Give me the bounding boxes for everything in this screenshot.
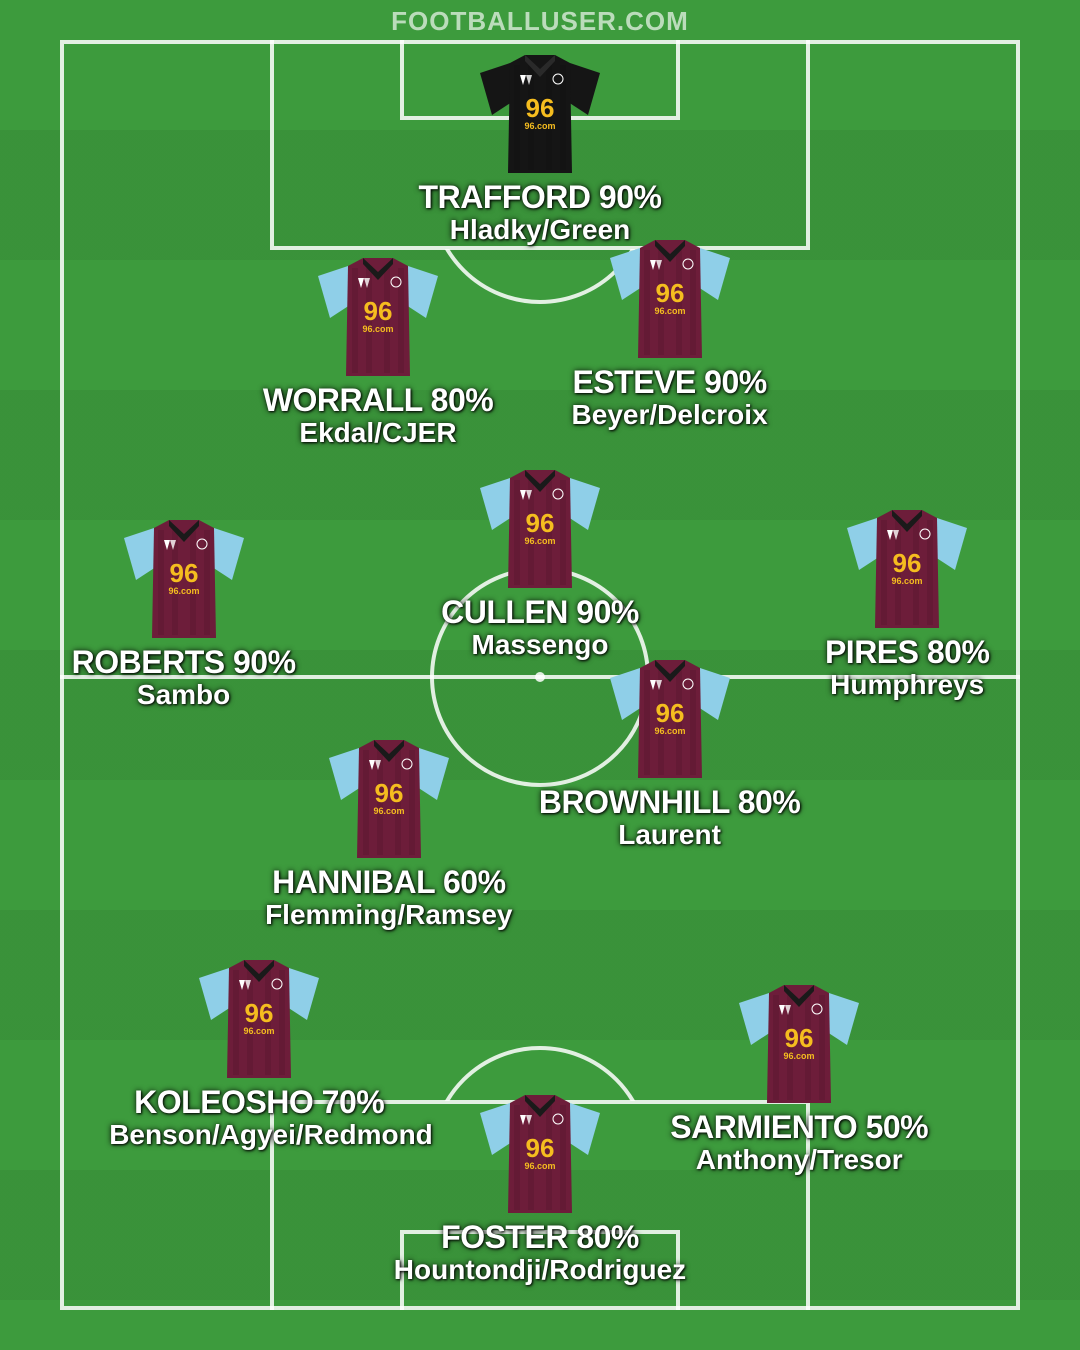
player-name: CULLEN 90% bbox=[390, 594, 690, 631]
svg-text:96.com: 96.com bbox=[168, 586, 199, 596]
svg-text:96: 96 bbox=[655, 698, 684, 728]
svg-text:96: 96 bbox=[526, 93, 555, 123]
player-alternates: Sambo bbox=[34, 679, 334, 711]
shirt-icon: 96 96.com bbox=[729, 985, 869, 1105]
player-lw: 96 96.com KOLEOSHO 70% Benson/Agyei/Redm… bbox=[109, 960, 409, 1151]
player-alternates: Beyer/Delcroix bbox=[520, 399, 820, 431]
shirt-icon: 96 96.com bbox=[600, 660, 740, 780]
svg-text:96: 96 bbox=[526, 1133, 555, 1163]
player-name: ROBERTS 90% bbox=[34, 644, 334, 681]
player-name: SARMIENTO 50% bbox=[649, 1109, 949, 1146]
svg-text:96.com: 96.com bbox=[654, 306, 685, 316]
svg-text:96: 96 bbox=[526, 508, 555, 538]
player-name: BROWNHILL 80% bbox=[520, 784, 820, 821]
shirt-icon: 96 96.com bbox=[470, 1095, 610, 1215]
svg-text:96: 96 bbox=[785, 1023, 814, 1053]
player-name: FOSTER 80% bbox=[390, 1219, 690, 1256]
player-alternates: Ekdal/CJER bbox=[228, 417, 528, 449]
player-cb2: 96 96.com ESTEVE 90% Beyer/Delcroix bbox=[520, 240, 820, 431]
shirt-icon: 96 96.com bbox=[308, 258, 448, 378]
svg-text:96.com: 96.com bbox=[524, 121, 555, 131]
player-alternates: Laurent bbox=[520, 819, 820, 851]
player-name: TRAFFORD 90% bbox=[390, 179, 690, 216]
player-alternates: Benson/Agyei/Redmond bbox=[109, 1119, 409, 1151]
svg-text:96.com: 96.com bbox=[362, 324, 393, 334]
shirt-icon: 96 96.com bbox=[600, 240, 740, 360]
svg-text:96: 96 bbox=[169, 558, 198, 588]
watermark: FOOTBALLUSER.COM bbox=[0, 6, 1080, 37]
player-cm2: 96 96.com BROWNHILL 80% Laurent bbox=[520, 660, 820, 851]
player-gk: 96 96.com TRAFFORD 90% Hladky/Green bbox=[390, 55, 690, 246]
shirt-icon: 96 96.com bbox=[470, 55, 610, 175]
player-name: WORRALL 80% bbox=[228, 382, 528, 419]
player-name: KOLEOSHO 70% bbox=[109, 1084, 409, 1121]
svg-text:96.com: 96.com bbox=[784, 1051, 815, 1061]
shirt-icon: 96 96.com bbox=[470, 470, 610, 590]
player-alternates: Flemming/Ramsey bbox=[239, 899, 539, 931]
shirt-icon: 96 96.com bbox=[837, 510, 977, 630]
svg-text:96: 96 bbox=[364, 296, 393, 326]
svg-text:96: 96 bbox=[893, 548, 922, 578]
svg-text:96.com: 96.com bbox=[524, 1161, 555, 1171]
football-pitch: FOOTBALLUSER.COM 96 96.com TRAFFORD 90% … bbox=[0, 0, 1080, 1350]
player-rw: 96 96.com SARMIENTO 50% Anthony/Tresor bbox=[649, 985, 949, 1176]
shirt-icon: 96 96.com bbox=[189, 960, 329, 1080]
shirt-icon: 96 96.com bbox=[319, 740, 459, 860]
svg-text:96.com: 96.com bbox=[654, 726, 685, 736]
player-st: 96 96.com FOSTER 80% Hountondji/Rodrigue… bbox=[390, 1095, 690, 1286]
svg-text:96.com: 96.com bbox=[373, 806, 404, 816]
player-name: ESTEVE 90% bbox=[520, 364, 820, 401]
player-lwb: 96 96.com ROBERTS 90% Sambo bbox=[34, 520, 334, 711]
svg-text:96.com: 96.com bbox=[524, 536, 555, 546]
svg-text:96: 96 bbox=[245, 998, 274, 1028]
player-alternates: Hountondji/Rodriguez bbox=[390, 1254, 690, 1286]
player-name: HANNIBAL 60% bbox=[239, 864, 539, 901]
svg-text:96.com: 96.com bbox=[244, 1026, 275, 1036]
player-alternates: Massengo bbox=[390, 629, 690, 661]
shirt-icon: 96 96.com bbox=[114, 520, 254, 640]
player-cm1: 96 96.com HANNIBAL 60% Flemming/Ramsey bbox=[239, 740, 539, 931]
svg-text:96: 96 bbox=[374, 778, 403, 808]
player-cdm: 96 96.com CULLEN 90% Massengo bbox=[390, 470, 690, 661]
svg-text:96.com: 96.com bbox=[892, 576, 923, 586]
player-cb1: 96 96.com WORRALL 80% Ekdal/CJER bbox=[228, 258, 528, 449]
svg-text:96: 96 bbox=[655, 278, 684, 308]
player-alternates: Anthony/Tresor bbox=[649, 1144, 949, 1176]
